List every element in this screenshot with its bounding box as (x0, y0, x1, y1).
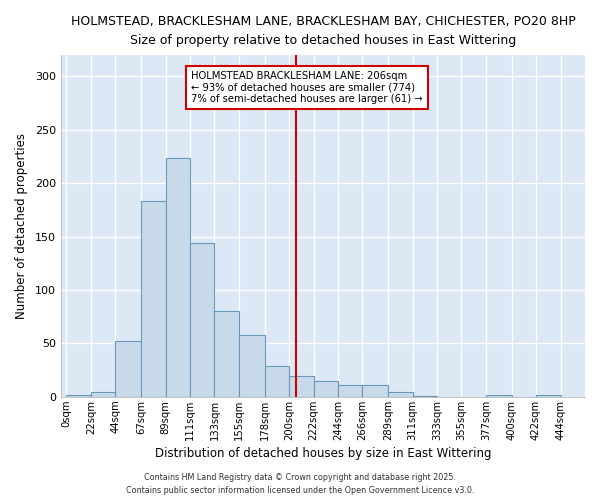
Bar (214, 312, 239, 397)
Bar (190, 243, 214, 397)
Bar (67, 395, 91, 397)
Bar (362, 385, 388, 397)
Bar (166, 158, 190, 397)
Y-axis label: Number of detached properties: Number of detached properties (15, 133, 28, 319)
Bar (265, 366, 289, 397)
Bar (314, 381, 338, 397)
X-axis label: Distribution of detached houses by size in East Wittering: Distribution of detached houses by size … (155, 447, 491, 460)
Bar (239, 335, 265, 397)
Bar (486, 395, 512, 397)
Bar (289, 376, 314, 397)
Bar (536, 395, 560, 397)
Text: Contains HM Land Registry data © Crown copyright and database right 2025.
Contai: Contains HM Land Registry data © Crown c… (126, 474, 474, 495)
Bar (338, 385, 362, 397)
Text: HOLMSTEAD BRACKLESHAM LANE: 206sqm
← 93% of detached houses are smaller (774)
7%: HOLMSTEAD BRACKLESHAM LANE: 206sqm ← 93%… (191, 71, 423, 104)
Bar (91, 392, 115, 397)
Bar (141, 202, 166, 397)
Bar (388, 392, 413, 397)
Bar (413, 396, 437, 397)
Bar (115, 342, 141, 397)
Title: HOLMSTEAD, BRACKLESHAM LANE, BRACKLESHAM BAY, CHICHESTER, PO20 8HP
Size of prope: HOLMSTEAD, BRACKLESHAM LANE, BRACKLESHAM… (71, 15, 575, 47)
